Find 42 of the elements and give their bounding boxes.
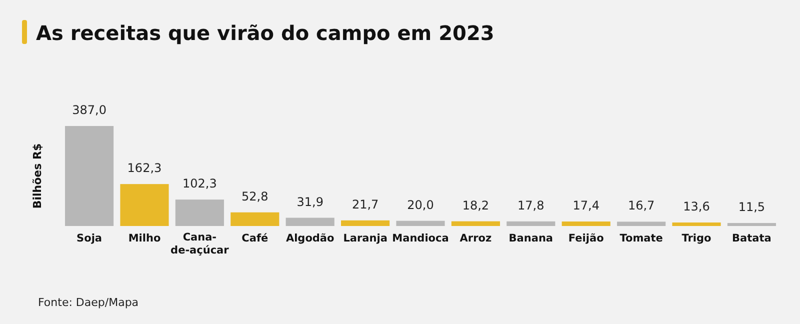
y-axis-title: Bilhões R$ bbox=[31, 143, 44, 209]
x-tick-label: Banana bbox=[508, 232, 554, 244]
data-label: 162,3 bbox=[127, 161, 162, 176]
data-label: 11,5 bbox=[738, 200, 766, 214]
data-label: 13,6 bbox=[683, 199, 710, 214]
x-tick-label: Tomate bbox=[620, 232, 663, 244]
bar bbox=[451, 221, 500, 226]
chart-title: As receitas que virão do campo em 2023 bbox=[36, 21, 494, 45]
bar bbox=[65, 126, 114, 226]
source-note: Fonte: Daep/Mapa bbox=[38, 296, 139, 309]
data-label: 21,7 bbox=[352, 197, 379, 212]
data-label: 16,7 bbox=[628, 198, 655, 213]
bar bbox=[286, 218, 334, 226]
x-tick-label: Soja bbox=[76, 232, 102, 244]
bar bbox=[727, 223, 776, 226]
data-label: 102,3 bbox=[182, 176, 217, 191]
x-tick-label: Trigo bbox=[682, 232, 712, 244]
data-label: 18,2 bbox=[462, 198, 490, 212]
x-tick-label: Arroz bbox=[460, 232, 492, 244]
data-label: 31,9 bbox=[296, 194, 324, 209]
bar bbox=[230, 212, 280, 226]
data-label: 20,0 bbox=[407, 198, 434, 212]
data-label: 17,4 bbox=[572, 198, 600, 213]
x-tick-label: Batata bbox=[732, 232, 772, 244]
x-tick-label: Feijão bbox=[568, 232, 604, 244]
data-label: 387,0 bbox=[72, 103, 106, 117]
bar bbox=[341, 220, 390, 226]
data-label: 52,8 bbox=[242, 189, 268, 204]
bar bbox=[617, 222, 666, 226]
x-tick-label: Cana-de-açúcar bbox=[170, 232, 230, 256]
x-tick-label: Laranja bbox=[343, 232, 388, 244]
x-tick-label: Milho bbox=[128, 232, 161, 244]
x-tick-label: Mandioca bbox=[392, 232, 449, 244]
bar bbox=[672, 222, 721, 226]
bar bbox=[396, 220, 445, 226]
bar bbox=[506, 221, 556, 226]
x-tick-label: Algodão bbox=[286, 232, 334, 244]
data-label: 17,8 bbox=[518, 198, 544, 212]
bar bbox=[120, 184, 169, 226]
bar bbox=[175, 200, 224, 226]
x-tick-label: Café bbox=[242, 232, 268, 244]
bar bbox=[562, 222, 610, 226]
